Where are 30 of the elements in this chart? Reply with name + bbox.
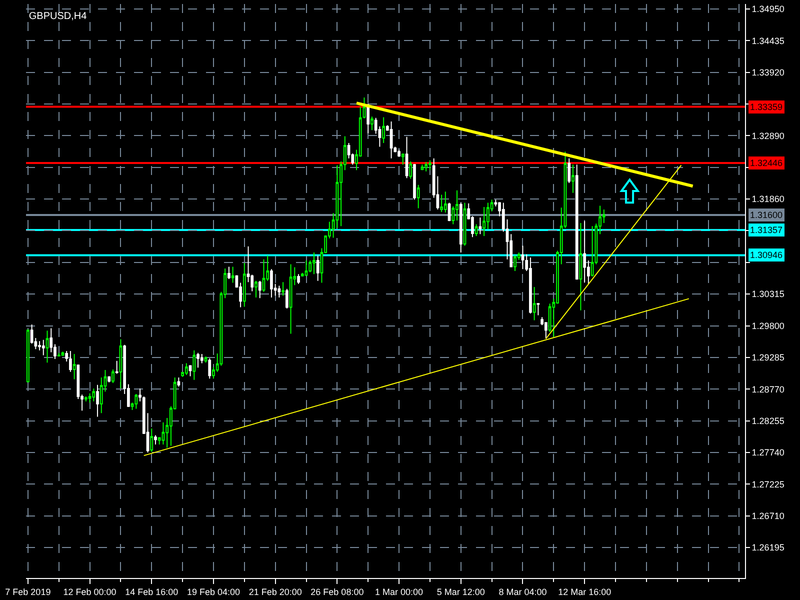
y-tick-label: 1.30315 <box>752 289 784 300</box>
x-tick-label: 5 Mar 12:00 <box>436 586 485 597</box>
x-tick-label: 7 Feb 2019 <box>5 586 51 597</box>
y-tick-label: 1.33920 <box>752 67 784 78</box>
y-tick-label: 1.26710 <box>752 511 784 522</box>
ref-line-label: 1.33359 <box>750 102 783 112</box>
y-tick-label: 1.28770 <box>752 384 784 394</box>
y-tick-label: 1.31860 <box>752 194 784 204</box>
y-tick-label: 1.34435 <box>752 36 784 46</box>
ref-line-label: 1.32446 <box>750 158 783 168</box>
y-tick-label: 1.28255 <box>752 416 784 426</box>
ref-line-label: 1.30946 <box>750 250 783 260</box>
ref-line-label: 1.31357 <box>750 225 783 235</box>
y-tick-label: 1.29285 <box>752 352 784 363</box>
x-tick-label: 21 Feb 20:00 <box>248 586 302 597</box>
y-tick-label: 1.26195 <box>752 542 784 553</box>
y-tick-label: 1.32890 <box>752 130 784 141</box>
x-tick-label: 8 Mar 04:00 <box>498 586 547 597</box>
y-tick-label: 1.27740 <box>752 448 784 458</box>
x-tick-label: 12 Mar 16:00 <box>558 586 612 597</box>
x-tick-label: 1 Mar 00:00 <box>375 586 424 597</box>
x-tick-label: 14 Feb 16:00 <box>125 586 178 597</box>
x-tick-label: 19 Feb 04:00 <box>186 586 240 597</box>
text: GBPUSD,H4 <box>28 11 88 22</box>
y-tick-label: 1.29800 <box>752 320 784 331</box>
y-tick-label: 1.27225 <box>752 479 784 490</box>
x-tick-label: 12 Feb 00:00 <box>63 586 116 597</box>
x-tick-label: 26 Feb 08:00 <box>310 586 364 597</box>
ref-line-label: 1.31600 <box>750 210 783 220</box>
y-tick-label: 1.34950 <box>752 4 784 14</box>
